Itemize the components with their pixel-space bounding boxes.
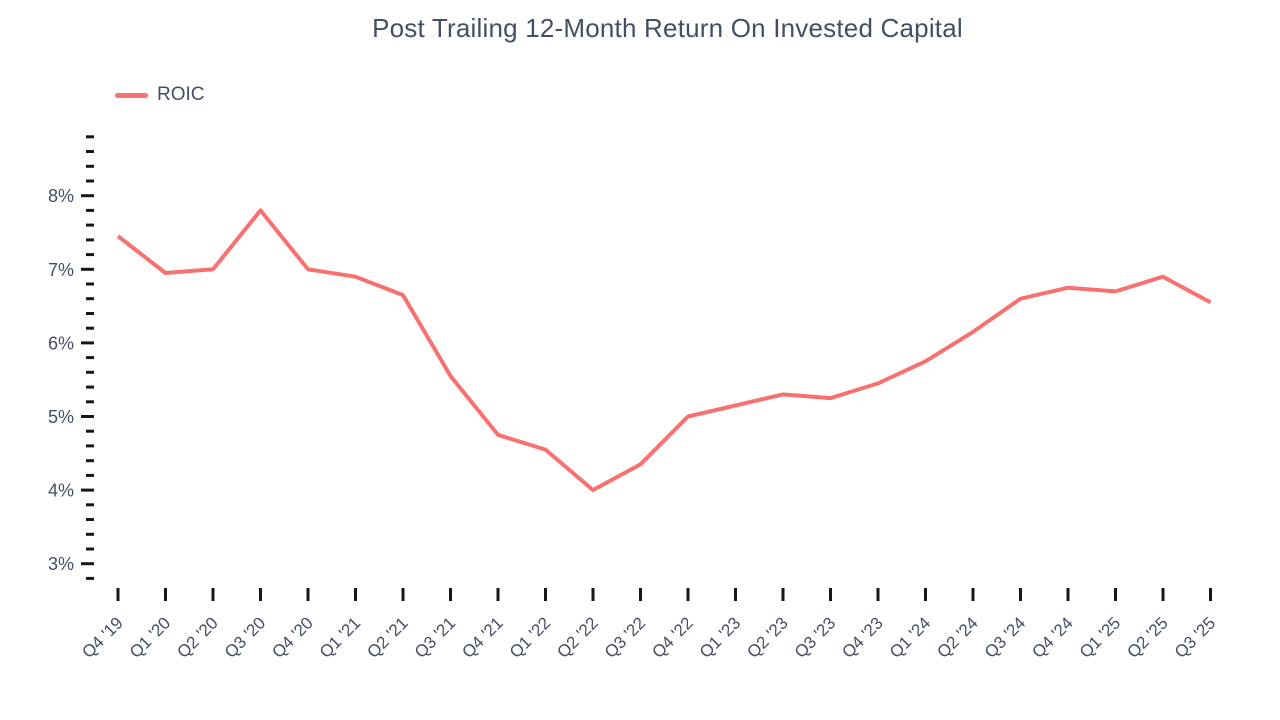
legend-item-roic[interactable]: ROIC xyxy=(115,84,205,106)
x-tick-label: Q3 '20 xyxy=(221,613,269,661)
x-tick xyxy=(686,588,690,601)
x-tick xyxy=(591,588,595,601)
y-minor-tick xyxy=(86,297,94,301)
y-minor-tick xyxy=(86,459,94,463)
y-tick-label: 5% xyxy=(48,407,74,427)
x-tick xyxy=(401,588,405,601)
x-tick-label: Q4 '19 xyxy=(78,613,126,661)
x-tick-label: Q2 '22 xyxy=(553,613,601,661)
x-tick-label: Q2 '23 xyxy=(743,613,791,661)
y-minor-tick xyxy=(86,238,94,242)
x-tick-label: Q4 '20 xyxy=(268,613,316,661)
x-tick-label: Q1 '20 xyxy=(126,613,174,661)
x-tick-label: Q2 '24 xyxy=(933,613,981,661)
x-tick xyxy=(734,588,737,601)
x-tick-label: Q2 '20 xyxy=(173,613,221,661)
x-tick-label: Q1 '25 xyxy=(1076,613,1124,661)
y-minor-tick xyxy=(86,150,94,153)
y-minor-tick xyxy=(86,223,94,227)
y-minor-tick xyxy=(86,385,94,389)
x-tick xyxy=(354,588,357,601)
y-tick-label: 4% xyxy=(48,481,74,501)
x-tick-label: Q3 '24 xyxy=(981,613,1029,661)
y-major-tick xyxy=(81,562,94,566)
x-tick xyxy=(116,588,120,601)
y-minor-tick xyxy=(86,429,94,433)
y-major-tick xyxy=(81,341,94,345)
y-minor-tick xyxy=(86,135,94,139)
x-tick xyxy=(1161,588,1165,601)
x-tick xyxy=(829,588,832,601)
y-minor-tick xyxy=(86,164,94,168)
x-tick-label: Q4 '23 xyxy=(838,613,886,661)
x-tick xyxy=(211,588,215,601)
x-tick xyxy=(781,588,785,601)
chart-title: Post Trailing 12-Month Return On Investe… xyxy=(372,13,963,43)
x-tick-label: Q2 '21 xyxy=(363,613,411,661)
y-major-tick xyxy=(81,194,94,198)
y-tick-label: 7% xyxy=(48,260,74,280)
x-tick-label: Q4 '21 xyxy=(458,613,506,661)
y-minor-tick xyxy=(86,400,94,404)
y-minor-tick xyxy=(86,253,94,257)
x-tick-label: Q3 '23 xyxy=(791,613,839,661)
x-tick xyxy=(259,588,262,601)
y-minor-tick xyxy=(86,576,94,580)
x-tick-label: Q3 '21 xyxy=(411,613,459,661)
x-tick-label: Q3 '22 xyxy=(601,613,649,661)
x-tick xyxy=(449,588,452,601)
y-minor-tick xyxy=(86,326,94,330)
x-tick xyxy=(876,588,880,601)
x-tick-label: Q1 '23 xyxy=(696,613,744,661)
y-minor-tick xyxy=(86,518,94,521)
roic-line xyxy=(116,208,1212,493)
x-tick xyxy=(1066,588,1070,601)
x-tick xyxy=(496,588,500,601)
x-tick xyxy=(306,588,310,601)
x-tick xyxy=(1019,588,1022,601)
x-tick-label: Q3 '25 xyxy=(1171,613,1219,661)
x-tick-label: Q4 '22 xyxy=(648,613,696,661)
y-major-tick xyxy=(81,488,94,492)
y-minor-tick xyxy=(86,208,94,212)
legend-line-swatch-icon xyxy=(115,92,148,98)
y-minor-tick xyxy=(86,370,94,374)
y-minor-tick xyxy=(86,179,94,183)
y-minor-tick xyxy=(86,444,94,448)
x-tick xyxy=(1209,588,1212,601)
x-tick xyxy=(924,588,927,601)
y-minor-tick xyxy=(86,356,94,360)
legend-label: ROIC xyxy=(157,84,205,105)
y-minor-tick xyxy=(86,312,94,315)
y-minor-tick xyxy=(86,473,94,477)
x-tick xyxy=(544,588,547,601)
y-minor-tick xyxy=(86,282,94,286)
y-tick-label: 6% xyxy=(48,333,74,353)
y-minor-tick xyxy=(86,547,94,551)
x-tick xyxy=(1114,588,1117,601)
x-tick-label: Q4 '24 xyxy=(1028,613,1076,661)
x-tick xyxy=(971,588,975,601)
y-minor-tick xyxy=(86,503,94,507)
y-minor-tick xyxy=(86,532,94,536)
x-tick-label: Q2 '25 xyxy=(1123,613,1171,661)
x-tick-label: Q1 '21 xyxy=(316,613,364,661)
x-tick-label: Q1 '22 xyxy=(506,613,554,661)
y-tick-label: 8% xyxy=(48,186,74,206)
x-tick-label: Q1 '24 xyxy=(886,613,934,661)
y-major-tick xyxy=(81,267,94,271)
y-major-tick xyxy=(81,415,94,418)
y-tick-label: 3% xyxy=(48,554,74,574)
x-tick xyxy=(164,588,167,601)
x-tick xyxy=(639,588,642,601)
